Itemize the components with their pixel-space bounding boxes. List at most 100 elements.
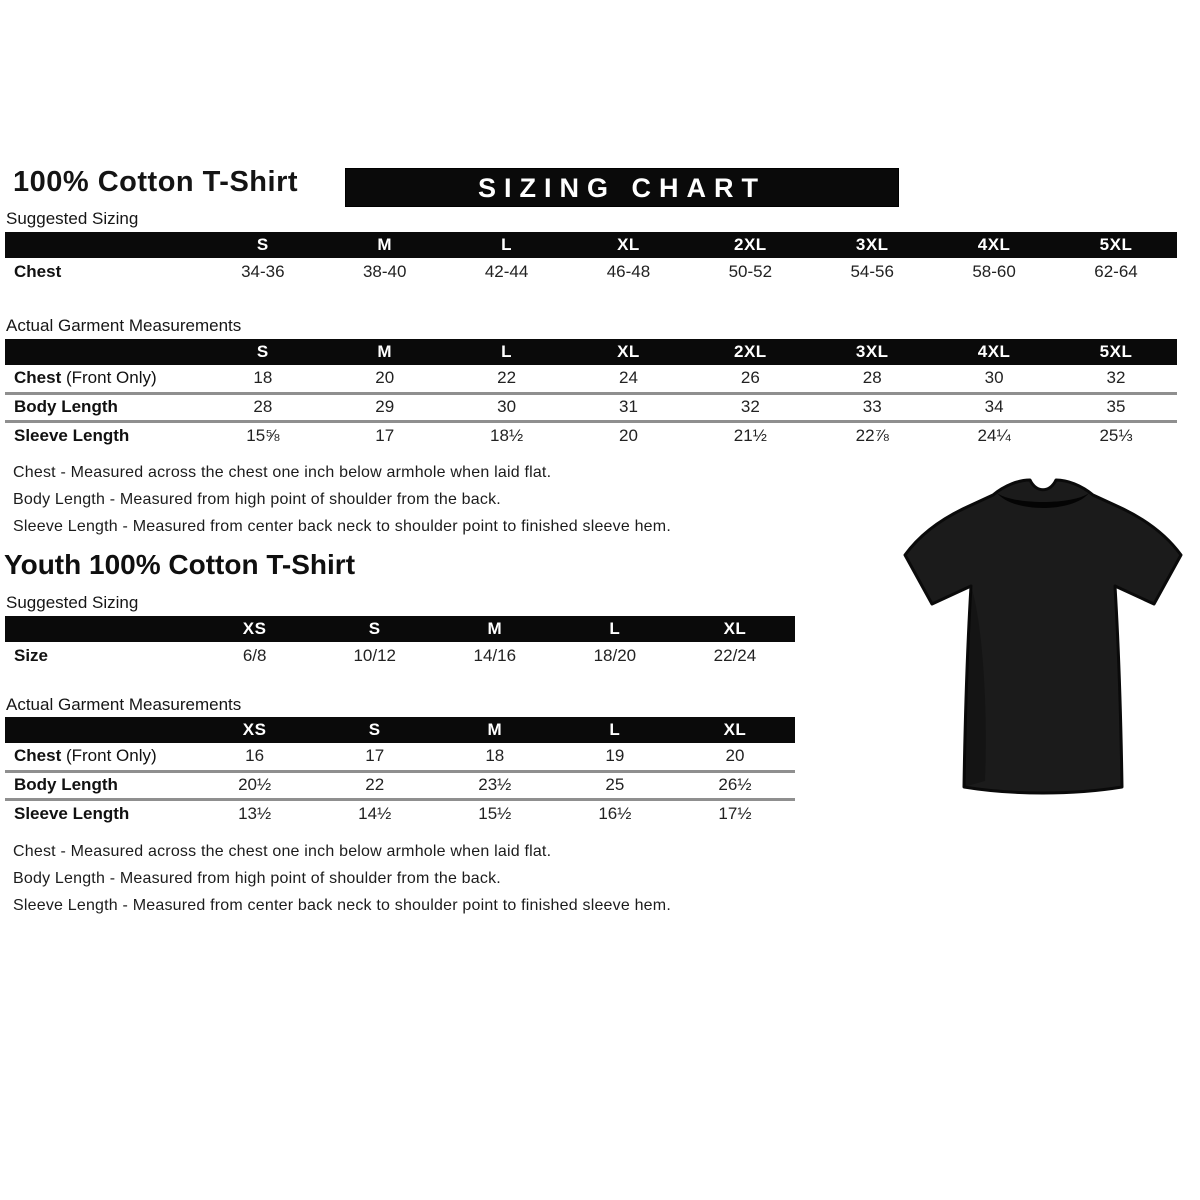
measurement-cell: 25⅓ xyxy=(1099,425,1133,445)
adult-suggested-sizing-table: S M L XL 2XL 3XL 4XL 5XL Chest 34-36 38-40 42-44 46-… xyxy=(5,232,1177,286)
measurement-cell: 22 xyxy=(497,368,517,388)
size-column-header: M xyxy=(323,339,446,365)
size-column-header: M xyxy=(323,232,446,258)
measurement-cell: 14½ xyxy=(358,803,392,823)
size-column-header: S xyxy=(314,717,435,743)
youth-measurement-notes: Chest - Measured across the chest one in… xyxy=(13,843,671,924)
measurement-cell: 19 xyxy=(605,746,625,766)
measurement-cell: 20 xyxy=(725,746,745,766)
measurement-cell: 17 xyxy=(375,425,395,445)
measurement-cell: 62-64 xyxy=(1094,262,1138,281)
size-column-header: XL xyxy=(674,717,795,743)
measurement-cell: 16½ xyxy=(598,803,632,823)
measurement-cell: 20 xyxy=(375,368,395,388)
measurement-cell: 18 xyxy=(485,746,505,766)
measurement-cell: 20 xyxy=(618,425,638,445)
measurement-cell: 38-40 xyxy=(362,262,407,281)
size-column-header: M xyxy=(434,616,555,642)
sizing-chart-banner-text: SIZING CHART xyxy=(478,173,766,203)
measurement-cell: 25 xyxy=(605,775,625,794)
measurement-cell: 58-60 xyxy=(972,262,1016,281)
measurement-cell: 15½ xyxy=(478,803,512,823)
size-column-header: L xyxy=(554,717,675,743)
adult-actual-measurements-table: S M L XL 2XL 3XL 4XL 5XL Chest (Front Only) 18 20 2… xyxy=(5,339,1177,449)
measurement-cell: 28 xyxy=(253,397,273,416)
measurement-cell: 35 xyxy=(1106,397,1126,416)
note-chest: Chest - Measured across the chest one in… xyxy=(13,843,552,860)
table-row: Chest (Front Only) 18 20 22 24 26 28 30 32 xyxy=(5,365,1177,393)
measurement-cell: 30 xyxy=(984,368,1004,388)
sizing-chart-banner: SIZING CHART xyxy=(345,168,899,207)
table-row: Chest (Front Only) 16 17 18 19 20 xyxy=(5,743,795,771)
adult-actual-measurements-label: Actual Garment Measurements xyxy=(6,316,242,335)
row-label: Size xyxy=(14,646,49,665)
size-column-header: 2XL xyxy=(689,339,812,365)
size-column-header: XS xyxy=(194,616,315,642)
measurement-cell: 32 xyxy=(740,397,760,416)
size-column-header: XL xyxy=(567,339,690,365)
table-row: Chest 34-36 38-40 42-44 46-48 50-52 54-56 58-60… xyxy=(5,258,1177,286)
measurement-cell: 26½ xyxy=(718,775,752,794)
size-column-header: XL xyxy=(567,232,690,258)
measurement-cell: 16 xyxy=(245,746,265,766)
page-title: 100% Cotton T-Shirt xyxy=(13,166,299,198)
measurement-cell: 6/8 xyxy=(242,646,267,665)
size-column-header: 5XL xyxy=(1055,232,1177,258)
measurement-cell: 10/12 xyxy=(353,646,396,665)
note-sleeve-length: Sleeve Length - Measured from center bac… xyxy=(13,518,671,535)
measurement-cell: 17½ xyxy=(718,803,752,823)
row-label: Sleeve Length xyxy=(14,803,130,823)
measurement-cell: 33 xyxy=(862,397,882,416)
row-label-column-header xyxy=(5,232,202,258)
measurement-cell: 42-44 xyxy=(484,262,529,281)
measurement-cell: 18 xyxy=(253,368,273,388)
tshirt-shading xyxy=(964,586,986,787)
adult-suggested-sizing-label: Suggested Sizing xyxy=(6,209,139,228)
size-column-header: 3XL xyxy=(811,232,934,258)
measurement-cell: 24¼ xyxy=(977,425,1011,445)
note-body-length: Body Length - Measured from high point o… xyxy=(13,491,501,508)
black-tshirt-image xyxy=(903,478,1183,795)
size-column-header: 4XL xyxy=(933,339,1056,365)
row-label: Body Length xyxy=(14,775,118,794)
size-column-header: XL xyxy=(674,616,795,642)
youth-section-title: Youth 100% Cotton T-Shirt xyxy=(4,549,356,580)
youth-actual-measurements-label: Actual Garment Measurements xyxy=(6,695,242,714)
row-label-column-header xyxy=(5,339,202,365)
row-label: Sleeve Length xyxy=(14,425,130,445)
size-column-header: L xyxy=(445,232,568,258)
size-column-header: 5XL xyxy=(1055,339,1177,365)
measurement-cell: 26 xyxy=(740,368,760,388)
table-row: Sleeve Length 13½ 14½ 15½ 16½ 17½ xyxy=(5,799,795,827)
measurement-cell: 32 xyxy=(1106,368,1126,388)
table-row: Size 6/8 10/12 14/16 18/20 22/24 xyxy=(5,642,795,670)
size-column-header: L xyxy=(445,339,568,365)
row-label: Chest (Front Only) xyxy=(14,368,157,388)
measurement-cell: 18/20 xyxy=(593,646,637,665)
size-column-header: S xyxy=(201,232,324,258)
measurement-cell: 22⅞ xyxy=(855,425,889,445)
table-row: Body Length 28 29 30 31 32 33 34 35 xyxy=(5,393,1177,421)
row-label-column-header xyxy=(5,616,195,642)
size-column-header: L xyxy=(554,616,675,642)
measurement-cell: 15⅝ xyxy=(246,425,280,445)
adult-measurement-notes: Chest - Measured across the chest one in… xyxy=(13,464,671,545)
measurement-cell: 22/24 xyxy=(713,646,757,665)
measurement-cell: 17 xyxy=(365,746,385,766)
measurement-cell: 14/16 xyxy=(473,646,517,665)
row-label: Chest xyxy=(14,262,62,281)
note-body-length: Body Length - Measured from high point o… xyxy=(13,870,501,887)
measurement-cell: 34 xyxy=(984,397,1004,416)
measurement-cell: 46-48 xyxy=(606,262,651,281)
row-label: Body Length xyxy=(14,397,118,416)
size-column-header: XS xyxy=(194,717,315,743)
row-label: Chest (Front Only) xyxy=(14,746,157,766)
tshirt-body xyxy=(903,478,1183,795)
size-column-header: 3XL xyxy=(811,339,934,365)
measurement-cell: 18½ xyxy=(490,425,524,445)
measurement-cell: 13½ xyxy=(238,803,272,823)
size-column-header: 4XL xyxy=(933,232,1056,258)
table-row: Body Length 20½ 22 23½ 25 26½ xyxy=(5,771,795,799)
size-column-header: S xyxy=(314,616,435,642)
size-column-header: M xyxy=(434,717,555,743)
